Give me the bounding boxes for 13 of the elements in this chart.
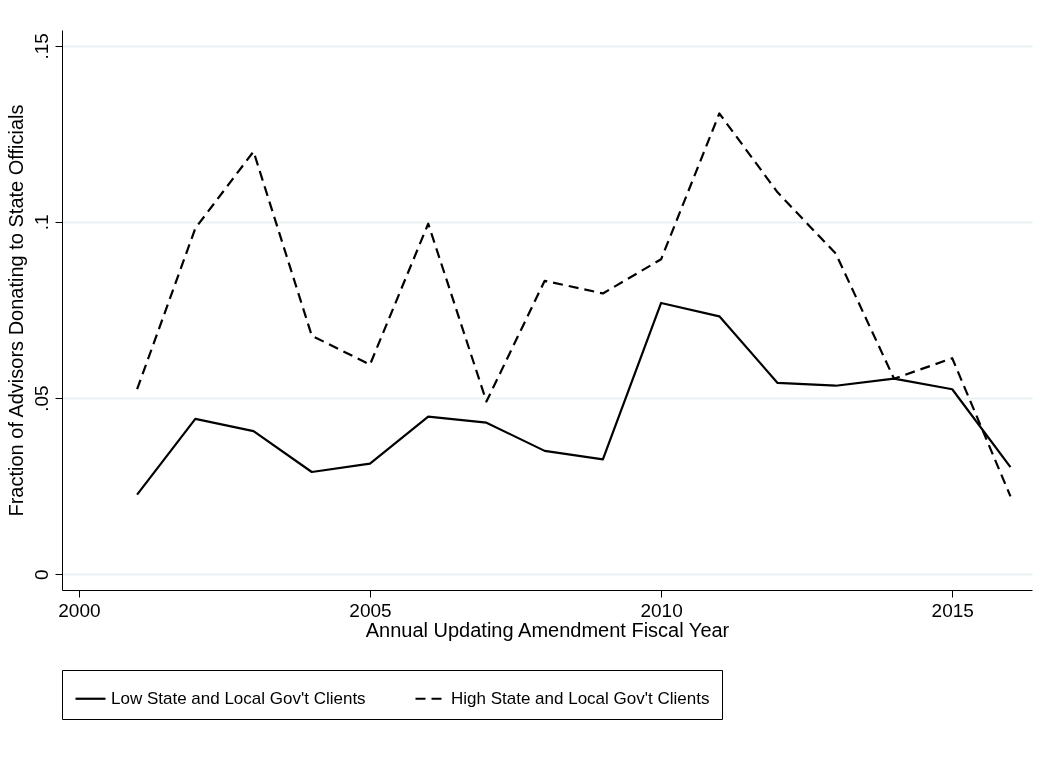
x-tick-label: 2005 — [349, 599, 392, 621]
y-tick-label: 0 — [30, 569, 52, 580]
line-series — [136, 112, 1012, 498]
y-axis-title: Fraction of Advisors Donating to State Officials — [4, 104, 27, 517]
x-tick-label: 2000 — [58, 599, 101, 621]
x-axis-title: Annual Updating Amendment Fiscal Year — [365, 618, 730, 641]
y-tick-label: .1 — [30, 214, 52, 231]
legend-label: Low State and Local Gov't Clients — [111, 688, 366, 708]
x-tick-label: 2015 — [931, 599, 974, 621]
y-tick-label: .15 — [30, 33, 52, 60]
legend-label: High State and Local Gov't Clients — [451, 688, 710, 708]
y-tick-label: .05 — [30, 385, 52, 412]
x-tick-label: 2010 — [640, 599, 683, 621]
